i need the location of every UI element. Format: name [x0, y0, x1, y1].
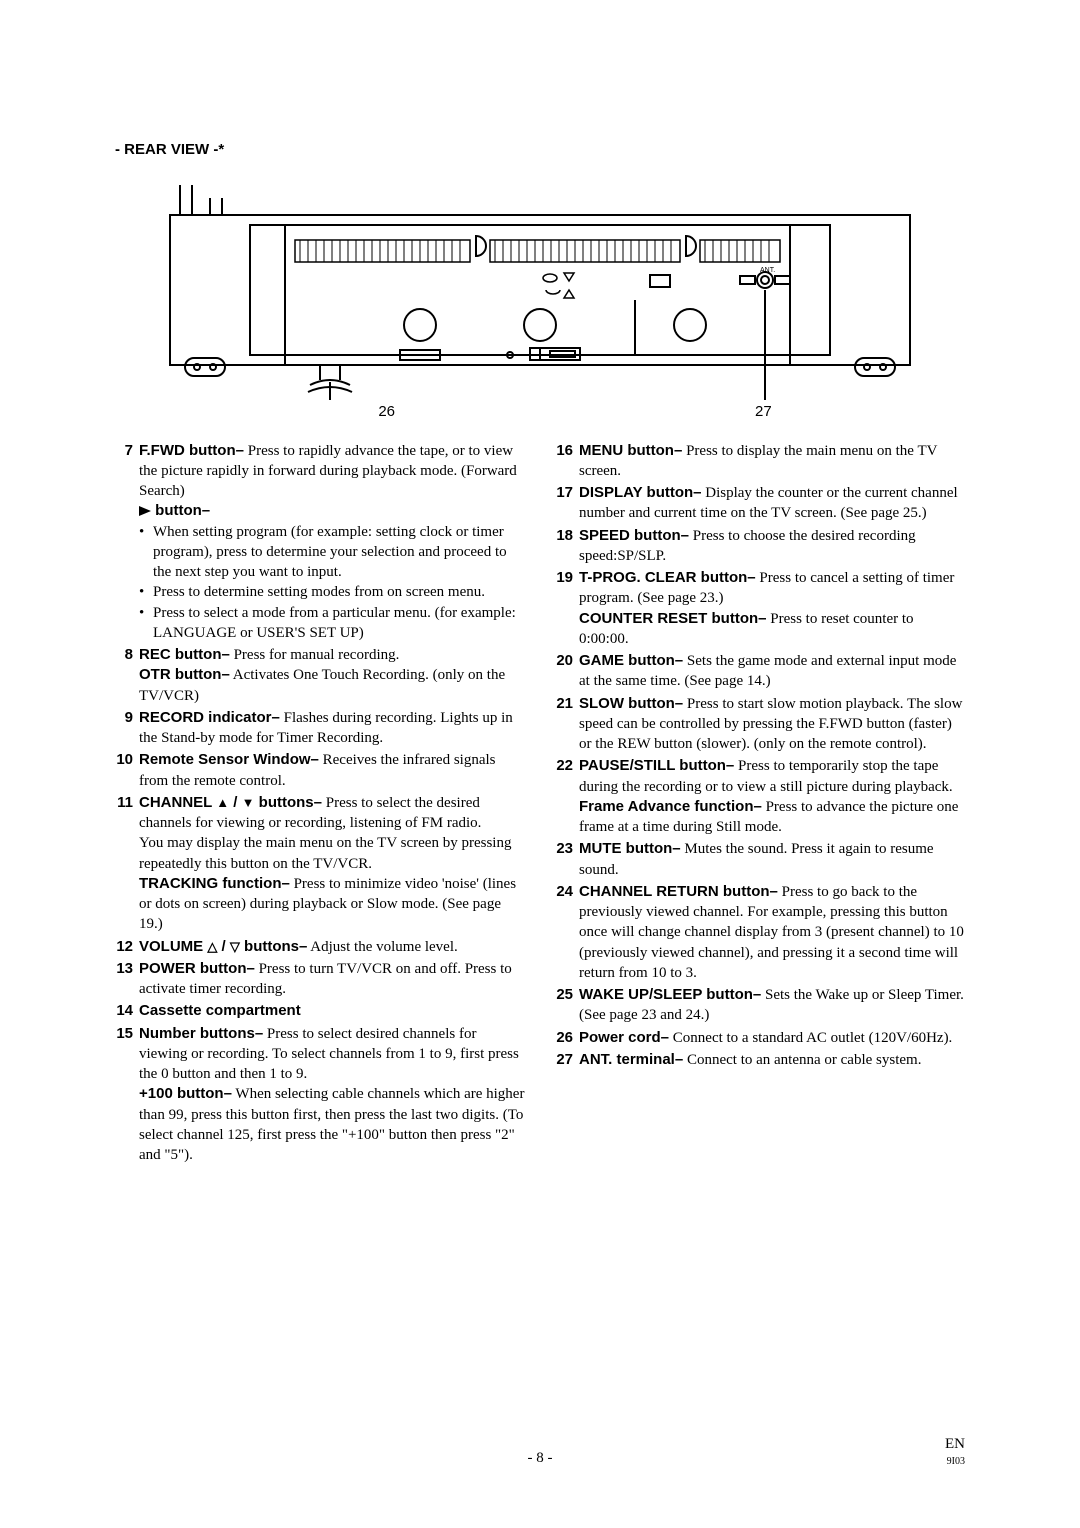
- down-triangle-icon: ▼: [242, 795, 255, 810]
- play-icon: [139, 506, 151, 516]
- item-10: 10 Remote Sensor Window– Receives the in…: [115, 750, 525, 791]
- item-8: 8 REC button– Press for manual recording…: [115, 645, 525, 706]
- callout-27: 27: [755, 402, 772, 422]
- item-7: 7 F.FWD button– Press to rapidly advance…: [115, 441, 525, 644]
- item-15: 15 Number buttons– Press to select desir…: [115, 1024, 525, 1166]
- item-12: 12 VOLUME △ / ▽ buttons– Adjust the volu…: [115, 937, 525, 957]
- footer-code: 9I03: [945, 1455, 965, 1469]
- item-19: 19T-PROG. CLEAR button– Press to cancel …: [555, 568, 965, 649]
- up-triangle-icon: ▲: [216, 795, 229, 810]
- item-20: 20GAME button– Sets the game mode and ex…: [555, 651, 965, 692]
- page-number: - 8 -: [528, 1448, 553, 1468]
- item-17: 17DISPLAY button– Display the counter or…: [555, 483, 965, 524]
- footer-lang: EN: [945, 1436, 965, 1452]
- page-footer: - 8 - EN 9I03: [115, 1434, 965, 1468]
- rear-view-heading: - REAR VIEW -*: [115, 140, 965, 160]
- item-11: 11 CHANNEL ▲ / ▼ buttons– Press to selec…: [115, 793, 525, 935]
- item-13: 13 POWER button– Press to turn TV/VCR on…: [115, 959, 525, 1000]
- feature-columns: 7 F.FWD button– Press to rapidly advance…: [115, 441, 965, 1168]
- item-14: 14 Cassette compartment: [115, 1001, 525, 1021]
- item-24: 24CHANNEL RETURN button– Press to go bac…: [555, 882, 965, 983]
- down-outline-icon: ▽: [230, 939, 240, 954]
- right-column: 16MENU button– Press to display the main…: [555, 441, 965, 1168]
- rear-view-diagram: ANT. 26 27: [115, 170, 965, 422]
- item-25: 25WAKE UP/SLEEP button– Sets the Wake up…: [555, 985, 965, 1026]
- up-outline-icon: △: [207, 939, 217, 954]
- item-23: 23MUTE button– Mutes the sound. Press it…: [555, 839, 965, 880]
- item-16: 16MENU button– Press to display the main…: [555, 441, 965, 482]
- item-27: 27ANT. terminal– Connect to an antenna o…: [555, 1050, 965, 1070]
- item-22: 22PAUSE/STILL button– Press to temporari…: [555, 756, 965, 837]
- left-column: 7 F.FWD button– Press to rapidly advance…: [115, 441, 525, 1168]
- item-26: 26Power cord– Connect to a standard AC o…: [555, 1028, 965, 1048]
- item-21: 21SLOW button– Press to start slow motio…: [555, 694, 965, 755]
- callout-26: 26: [378, 402, 395, 422]
- item-9: 9 RECORD indicator– Flashes during recor…: [115, 708, 525, 749]
- item-18: 18SPEED button– Press to choose the desi…: [555, 526, 965, 567]
